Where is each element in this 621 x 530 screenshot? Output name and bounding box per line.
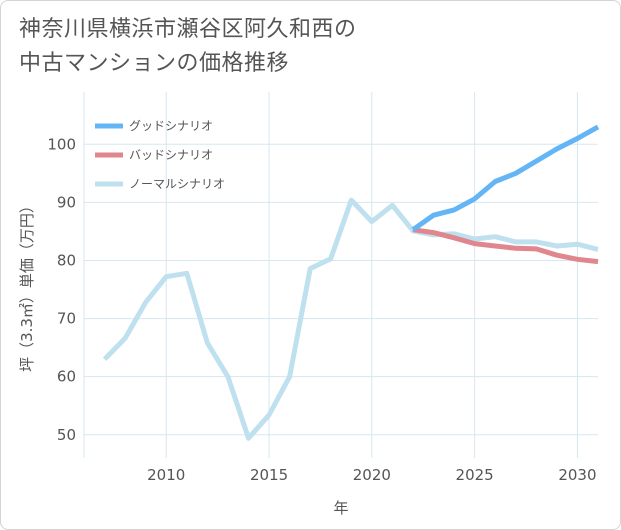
y-tick-label: 90	[57, 193, 76, 211]
y-axis-title: 坪（3.3㎡）単価（万円）	[18, 198, 36, 372]
y-tick-label: 80	[57, 251, 76, 269]
grid-lines	[83, 92, 598, 458]
x-tick-label: 2010	[147, 466, 185, 484]
y-tick-label: 100	[47, 135, 76, 153]
y-tick-label: 50	[57, 426, 76, 444]
series-line-good	[411, 124, 600, 232]
chart-title-line-2: 中古マンションの価格推移	[19, 51, 290, 76]
x-tick-label: 2025	[456, 466, 494, 484]
x-tick-label: 2030	[558, 466, 596, 484]
y-tick-label: 60	[57, 368, 76, 386]
chart-title: 神奈川県横浜市瀬谷区阿久和西の 中古マンションの価格推移	[19, 13, 579, 81]
legend-label-good: グッドシナリオ	[129, 119, 213, 133]
series-line-bad	[412, 227, 599, 265]
axis-ticks: 2010 2015 2020 2025 2030 50 60 70 80 90 100	[47, 135, 596, 484]
chart-title-line-1: 神奈川県横浜市瀬谷区阿久和西の	[19, 17, 357, 42]
x-tick-label: 2015	[250, 466, 288, 484]
legend-label-normal: ノーマルシナリオ	[129, 177, 225, 191]
series-lines	[102, 124, 600, 441]
series-line-normal	[102, 197, 599, 441]
y-tick-label: 70	[57, 310, 76, 328]
x-axis-title: 年	[333, 499, 348, 517]
x-tick-label: 2020	[353, 466, 391, 484]
legend-label-bad: バッドシナリオ	[129, 148, 213, 162]
